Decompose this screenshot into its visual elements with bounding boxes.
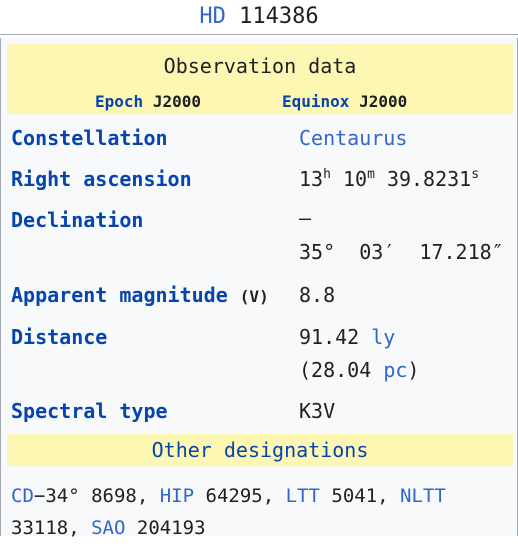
light-year-link[interactable]: ly [371, 325, 396, 349]
declination-label[interactable]: Declination [11, 208, 144, 232]
sao-link[interactable]: SAO [91, 517, 126, 539]
title-link[interactable]: HD [199, 4, 226, 29]
ra-minutes: 10 [342, 167, 368, 191]
equinox: Equinox J2000 [282, 92, 407, 111]
parsec-link[interactable]: pc [383, 358, 408, 382]
sao-id: 204193 [136, 517, 206, 539]
distance-ly-number: 91.42 [299, 325, 360, 349]
nltt-link[interactable]: NLTT [400, 485, 446, 507]
ra-seconds: 39.8231 [386, 167, 472, 191]
ra-minutes-unit: m [367, 167, 375, 182]
title-number: 114386 [239, 4, 319, 29]
paren-open: ( [299, 358, 312, 382]
cd-link[interactable]: CD [11, 485, 34, 507]
other-designations-header[interactable]: Other designations [7, 434, 513, 466]
distance-value-ly: 91.42 ly [299, 325, 395, 349]
observation-data-header: Observation data Epoch J2000 Equinox J20… [7, 44, 513, 114]
right-ascension-label[interactable]: Right ascension [11, 167, 192, 191]
infobox: Observation data Epoch J2000 Equinox J20… [0, 38, 518, 539]
spectral-type-value: K3V [299, 399, 336, 423]
apparent-magnitude-label: Apparent magnitude (V) [11, 283, 269, 307]
cd-id: −34° 8698, [33, 485, 149, 507]
epoch: Epoch J2000 [95, 92, 201, 111]
spectral-type-label[interactable]: Spectral type [11, 399, 168, 423]
distance-label[interactable]: Distance [11, 325, 108, 349]
constellation-value[interactable]: Centaurus [299, 126, 408, 150]
ltt-id: 5041, [331, 485, 389, 507]
infobox-title: HD 114386 [0, 0, 518, 35]
apparent-magnitude-link[interactable]: Apparent magnitude [11, 283, 228, 307]
distance-pc-number: 28.04 [311, 358, 372, 382]
magnitude-band: (V) [239, 287, 269, 306]
equinox-link[interactable]: Equinox [282, 92, 350, 111]
right-ascension-value: 13h 10m 39.8231s [299, 167, 479, 191]
paren-close: ) [407, 358, 420, 382]
constellation-label[interactable]: Constellation [11, 126, 168, 150]
distance-value-pc: (28.04 pc) [299, 358, 419, 382]
epoch-link[interactable]: Epoch [95, 92, 144, 111]
declination-sign: – [299, 206, 312, 230]
ra-hours-unit: h [323, 167, 331, 182]
ra-hours: 13 [299, 167, 324, 191]
apparent-magnitude-value: 8.8 [299, 283, 336, 307]
hip-link[interactable]: HIP [159, 485, 195, 507]
equinox-value: J2000 [359, 92, 408, 111]
declination-value: 35° 03′ 17.218″ [299, 240, 504, 264]
epoch-value: J2000 [152, 92, 201, 111]
hip-id: 64295, [205, 485, 275, 507]
designations-list: CD−34° 8698, HIP 64295, LTT 5041, NLTT 3… [11, 480, 511, 544]
ltt-link[interactable]: LTT [285, 485, 320, 507]
ra-seconds-unit: s [471, 167, 480, 182]
observation-data-heading: Observation data [163, 54, 357, 78]
nltt-id: 33118, [11, 517, 80, 539]
